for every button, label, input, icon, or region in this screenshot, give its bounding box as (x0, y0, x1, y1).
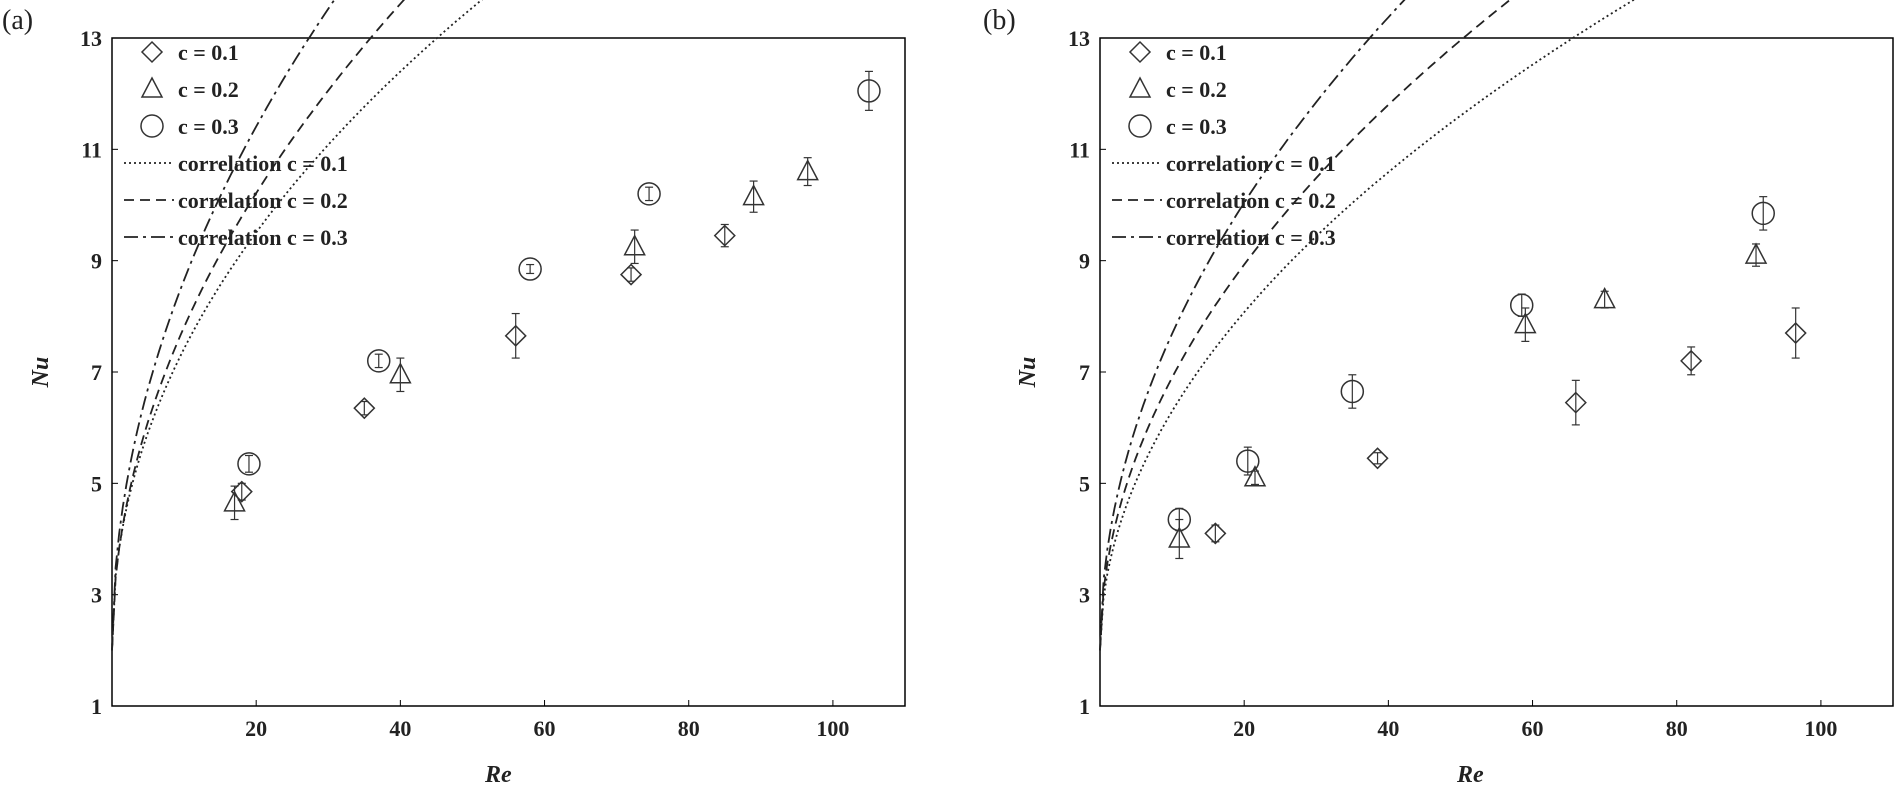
x-ticks: 20 40 60 80 100 (1233, 700, 1837, 741)
x-tick-label: 40 (389, 716, 411, 741)
x-tick-label: 60 (1522, 716, 1544, 741)
legend-diamond-marker (1128, 40, 1152, 64)
y-tick-label: 1 (91, 694, 102, 719)
y-tick-label: 13 (1068, 26, 1090, 51)
x-tick-label: 20 (1233, 716, 1255, 741)
diamond-point (1680, 349, 1703, 372)
diamond-point (1564, 391, 1587, 414)
correlation-curve (111, 0, 336, 651)
correlation-curve (1099, 0, 1512, 651)
y-tick-label: 1 (1079, 694, 1090, 719)
x-tick-label: 80 (1666, 716, 1688, 741)
legend: c = 0.1 c = 0.2 c = 0.3 correlation c = 0.1… (1112, 40, 1336, 250)
panel-label: (b) (983, 5, 1016, 36)
triangle-point (1593, 287, 1616, 309)
x-axis-label: Re (484, 762, 512, 788)
legend: c = 0.1 c = 0.2 c = 0.3 correlation c = 0.1… (124, 40, 348, 250)
diamond-point (713, 224, 736, 247)
legend-circle-marker (140, 114, 164, 138)
legend-label: correlation c = 0.2 (178, 188, 348, 213)
x-tick-label: 40 (1377, 716, 1399, 741)
triangle-point (742, 184, 765, 206)
legend-label: correlation c = 0.2 (1166, 188, 1336, 213)
circle-point (1167, 507, 1192, 532)
diamond-point (504, 324, 527, 347)
triangle-point (223, 490, 246, 512)
y-tick-label: 13 (80, 26, 102, 51)
legend-label: c = 0.2 (1166, 77, 1227, 102)
diamond-point (1204, 522, 1227, 545)
triangle-point (1168, 526, 1191, 548)
x-tick-label: 20 (245, 716, 267, 741)
diamond-point (353, 397, 376, 420)
x-tick-label: 60 (534, 716, 556, 741)
correlation-curves (1099, 0, 1636, 651)
x-tick-label: 100 (816, 716, 849, 741)
y-tick-label: 11 (81, 137, 102, 162)
legend-label: c = 0.2 (178, 77, 239, 102)
triangle-point (1744, 242, 1768, 264)
circle-point (237, 452, 261, 476)
correlation-curves (111, 0, 483, 651)
data-points (1167, 196, 1807, 560)
legend-label: correlation c = 0.3 (178, 225, 348, 250)
diamond-point (1784, 321, 1807, 345)
x-axis-label: Re (1456, 762, 1484, 788)
diamond-point (1366, 447, 1389, 470)
circle-point (857, 79, 881, 103)
circle-point (518, 257, 542, 281)
y-axis-label: Nu (28, 357, 54, 389)
legend-label: correlation c = 0.1 (178, 151, 348, 176)
legend-diamond-marker (140, 40, 164, 64)
legend-triangle-marker (1128, 76, 1152, 98)
legend-label: correlation c = 0.1 (1166, 151, 1336, 176)
triangle-point (623, 234, 646, 256)
x-tick-label: 80 (678, 716, 700, 741)
circle-point (1340, 379, 1365, 404)
diamond-point (619, 263, 643, 286)
legend-circle-marker (1128, 114, 1152, 138)
y-axis-label: Nu (1015, 357, 1041, 389)
y-tick-label: 5 (1079, 471, 1090, 496)
x-tick-label: 100 (1804, 716, 1837, 741)
triangle-point (1243, 465, 1267, 487)
y-tick-label: 7 (91, 360, 102, 385)
circle-point (1236, 449, 1260, 473)
legend-label: c = 0.3 (1166, 114, 1227, 139)
y-tick-label: 3 (91, 583, 102, 608)
x-ticks: 20 40 60 80 100 (245, 700, 849, 741)
legend-triangle-marker (140, 76, 164, 98)
panel-label: (a) (2, 5, 33, 36)
y-tick-label: 3 (1079, 583, 1090, 608)
y-tick-label: 9 (91, 249, 102, 274)
triangle-point (389, 362, 412, 384)
data-points (223, 70, 881, 521)
triangle-point (796, 158, 819, 181)
legend-label: c = 0.3 (178, 114, 239, 139)
circle-point (366, 349, 391, 373)
y-tick-label: 5 (91, 471, 102, 496)
y-tick-label: 9 (1079, 249, 1090, 274)
triangle-point (1514, 312, 1537, 334)
circle-point (1509, 293, 1534, 317)
correlation-curve (1099, 0, 1636, 651)
y-tick-label: 7 (1079, 360, 1090, 385)
y-tick-label: 11 (1069, 137, 1090, 162)
circle-point (1751, 201, 1775, 226)
legend-label: correlation c = 0.3 (1166, 225, 1336, 250)
circle-point (637, 182, 661, 206)
legend-label: c = 0.1 (1166, 40, 1227, 65)
legend-label: c = 0.1 (178, 40, 239, 65)
